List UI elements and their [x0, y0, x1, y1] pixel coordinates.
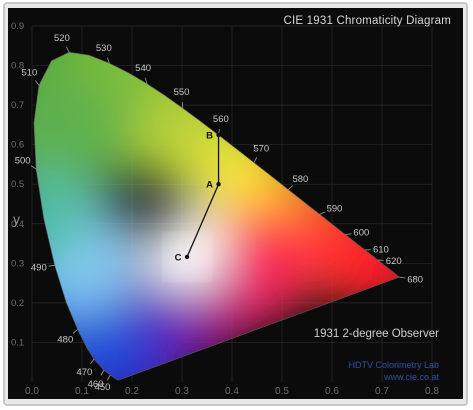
wavelength-label: 680 — [407, 275, 423, 286]
x-tick-label: 0.7 — [375, 386, 389, 397]
wavelength-tick — [287, 185, 294, 190]
y-tick-label: 0.3 — [11, 258, 24, 269]
wavelength-label: 600 — [353, 227, 369, 238]
diagram-canvas: 0.0 0.1 0.2 0.3 0.4 0.5 0.6 0.7 0.8 0.9 0.8 0.7 0.6 0… — [11, 21, 439, 397]
wavelength-tick — [107, 374, 111, 381]
x-tick-label: 0.5 — [275, 386, 289, 397]
y-tick-label: 0.4 — [11, 219, 24, 230]
tick-labels: 0.0 0.1 0.2 0.3 0.4 0.5 0.6 0.7 0.8 0.9 0.8 0.7 0.6 0… — [11, 21, 439, 397]
color-blob — [33, 170, 92, 261]
wavelength-tick — [106, 57, 110, 64]
point-a-label: A — [206, 180, 213, 191]
observer-caption: 1931 2-degree Observer — [313, 328, 439, 340]
wavelength-label: 590 — [327, 203, 343, 214]
credit-line: HDTV Colorimetry Lab — [348, 360, 439, 370]
wavelength-tick — [145, 77, 148, 84]
wavelength-tick — [100, 370, 105, 376]
point-c-label: C — [175, 252, 182, 263]
chromaticity-diagram: 0.0 0.1 0.2 0.3 0.4 0.5 0.6 0.7 0.8 0.9 0.8 0.7 0.6 0… — [8, 8, 463, 399]
point-c-marker — [184, 254, 190, 260]
wavelength-label: 550 — [174, 87, 190, 98]
wavelength-label: 450 — [95, 382, 111, 393]
y-axis-label: y — [13, 211, 20, 227]
wavelength-tick — [48, 264, 55, 267]
wavelength-tick — [30, 165, 37, 170]
wavelength-tick — [66, 46, 70, 53]
wavelength-tick — [345, 233, 352, 236]
x-tick-label: 0.4 — [225, 386, 239, 397]
color-blob — [33, 74, 127, 215]
wavelength-label: 560 — [213, 114, 229, 125]
point-b-label: B — [206, 130, 213, 141]
y-tick-label: 0.2 — [11, 298, 24, 309]
wavelength-tick — [319, 211, 326, 215]
marked-points: B A C — [175, 130, 221, 263]
wavelength-label: 580 — [292, 174, 308, 185]
x-tick-label: 0.8 — [425, 386, 439, 397]
wavelength-label: 620 — [386, 256, 402, 267]
diagram-title: CIE 1931 Chromaticity Diagram — [283, 15, 451, 27]
wavelength-label: 510 — [21, 67, 37, 78]
wavelength-label: 460 — [88, 379, 104, 390]
x-tick-label: 0.6 — [325, 386, 339, 397]
credit-line: www.cie.co.at — [383, 372, 439, 382]
point-a-marker — [216, 182, 221, 187]
point-b-marker — [216, 132, 221, 138]
x-tick-label: 0.1 — [75, 386, 89, 397]
y-tick-label: 0.9 — [11, 21, 24, 32]
y-tick-label: 0.7 — [11, 100, 24, 111]
wavelength-label: 520 — [54, 33, 70, 44]
diagram-frame: 0.0 0.1 0.2 0.3 0.4 0.5 0.6 0.7 0.8 0.9 0.8 0.7 0.6 0… — [3, 2, 468, 406]
wavelength-tick — [399, 276, 406, 279]
wavelength-label: 530 — [96, 43, 112, 54]
wavelength-label: 540 — [135, 63, 151, 74]
wavelength-tick — [90, 358, 95, 365]
x-tick-label: 0.0 — [25, 386, 39, 397]
y-tick-label: 0.6 — [11, 140, 24, 151]
x-tick-label: 0.2 — [125, 386, 139, 397]
y-tick-label: 0.5 — [11, 179, 24, 190]
wavelength-tick — [253, 157, 258, 163]
wavelength-tick — [72, 329, 78, 334]
y-tick-label: 0.1 — [11, 337, 24, 348]
wavelength-tick — [35, 80, 40, 86]
wavelength-label: 610 — [373, 245, 389, 256]
wavelength-label: 570 — [253, 143, 269, 154]
x-tick-label: 0.3 — [175, 386, 189, 397]
wavelength-label: 500 — [15, 155, 31, 166]
wavelength-label: 470 — [76, 367, 92, 378]
spectral-locus — [33, 51, 400, 381]
wavelength-label: 490 — [31, 262, 47, 273]
y-tick-label: 0.8 — [11, 61, 24, 72]
wavelength-label: 480 — [57, 335, 73, 346]
